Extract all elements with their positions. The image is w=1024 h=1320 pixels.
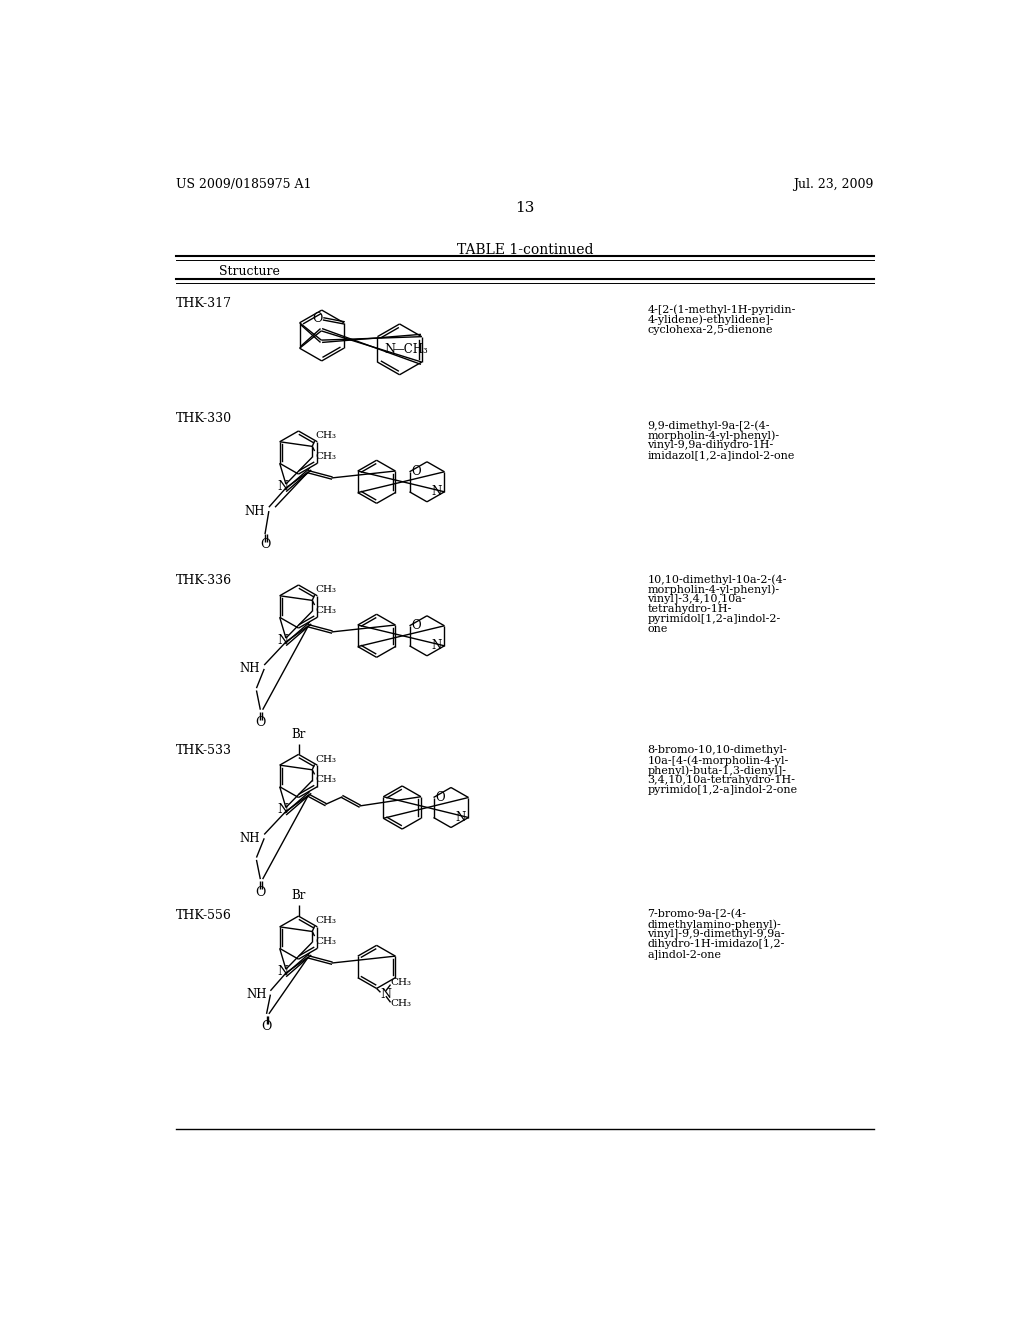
Text: CH₃: CH₃ (390, 978, 412, 987)
Text: 10a-[4-(4-morpholin-4-yl-: 10a-[4-(4-morpholin-4-yl- (647, 755, 788, 766)
Text: N: N (384, 343, 395, 356)
Text: O: O (412, 619, 422, 632)
Text: 10,10-dimethyl-10a-2-(4-: 10,10-dimethyl-10a-2-(4- (647, 574, 786, 585)
Text: N: N (432, 486, 442, 499)
Text: a]indol-2-one: a]indol-2-one (647, 949, 721, 960)
Text: US 2009/0185975 A1: US 2009/0185975 A1 (176, 178, 311, 190)
Text: Structure: Structure (219, 264, 281, 277)
Text: N: N (432, 639, 442, 652)
Text: vinyl]-9,9-dimethyl-9,9a-: vinyl]-9,9-dimethyl-9,9a- (647, 929, 784, 939)
Text: N: N (278, 965, 289, 978)
Text: CH₃: CH₃ (315, 432, 336, 440)
Text: THK-533: THK-533 (176, 743, 232, 756)
Text: vinyl-9,9a-dihydro-1H-: vinyl-9,9a-dihydro-1H- (647, 441, 773, 450)
Text: vinyl]-3,4,10,10a-: vinyl]-3,4,10,10a- (647, 594, 745, 605)
Text: O: O (312, 313, 323, 326)
Text: O: O (255, 717, 265, 730)
Text: cyclohexa-2,5-dienone: cyclohexa-2,5-dienone (647, 325, 773, 335)
Text: CH₃: CH₃ (315, 916, 336, 925)
Text: NH: NH (246, 989, 266, 1001)
Text: Jul. 23, 2009: Jul. 23, 2009 (794, 178, 873, 190)
Text: 3,4,10,10a-tetrahydro-1H-: 3,4,10,10a-tetrahydro-1H- (647, 775, 796, 785)
Text: tetrahydro-1H-: tetrahydro-1H- (647, 605, 731, 614)
Text: NH: NH (240, 832, 260, 845)
Text: CH₃: CH₃ (315, 755, 336, 763)
Text: O: O (412, 465, 422, 478)
Text: 13: 13 (515, 201, 535, 215)
Text: CH₃: CH₃ (315, 585, 336, 594)
Text: O: O (261, 1020, 271, 1034)
Text: phenyl)-buta-1,3-dienyl]-: phenyl)-buta-1,3-dienyl]- (647, 766, 786, 776)
Text: one: one (647, 624, 668, 634)
Text: CH₃: CH₃ (315, 451, 336, 461)
Text: 7-bromo-9a-[2-(4-: 7-bromo-9a-[2-(4- (647, 909, 746, 920)
Text: pyrimidol[1,2-a]indol-2-: pyrimidol[1,2-a]indol-2- (647, 614, 780, 624)
Text: pyrimido[1,2-a]indol-2-one: pyrimido[1,2-a]indol-2-one (647, 785, 798, 795)
Text: NH: NH (240, 663, 260, 676)
Text: THK-330: THK-330 (176, 412, 232, 425)
Text: THK-336: THK-336 (176, 574, 232, 587)
Text: 8-bromo-10,10-dimethyl-: 8-bromo-10,10-dimethyl- (647, 744, 787, 755)
Text: morpholin-4-yl-phenyl)-: morpholin-4-yl-phenyl)- (647, 585, 779, 595)
Text: —CH₃: —CH₃ (393, 343, 429, 356)
Text: CH₃: CH₃ (315, 775, 336, 784)
Text: N: N (278, 480, 289, 492)
Text: O: O (436, 791, 445, 804)
Text: Br: Br (291, 890, 306, 903)
Text: 4-ylidene)-ethylidene]-: 4-ylidene)-ethylidene]- (647, 314, 774, 325)
Text: dimethylamino-phenyl)-: dimethylamino-phenyl)- (647, 919, 781, 929)
Text: CH₃: CH₃ (390, 999, 412, 1008)
Text: 4-[2-(1-methyl-1H-pyridin-: 4-[2-(1-methyl-1H-pyridin- (647, 305, 796, 315)
Text: N: N (278, 634, 289, 647)
Text: NH: NH (245, 504, 265, 517)
Text: dihydro-1H-imidazo[1,2-: dihydro-1H-imidazo[1,2- (647, 940, 784, 949)
Text: N: N (456, 810, 466, 824)
Text: imidazol[1,2-a]indol-2-one: imidazol[1,2-a]indol-2-one (647, 450, 795, 461)
Text: O: O (255, 886, 265, 899)
Text: N: N (381, 989, 391, 1001)
Text: Br: Br (291, 727, 306, 741)
Text: TABLE 1-continued: TABLE 1-continued (457, 243, 593, 257)
Text: CH₃: CH₃ (315, 606, 336, 615)
Text: 9,9-dimethyl-9a-[2-(4-: 9,9-dimethyl-9a-[2-(4- (647, 420, 770, 430)
Text: morpholin-4-yl-phenyl)-: morpholin-4-yl-phenyl)- (647, 430, 779, 441)
Text: CH₃: CH₃ (315, 937, 336, 946)
Text: O: O (260, 539, 270, 552)
Text: THK-317: THK-317 (176, 297, 232, 310)
Text: THK-556: THK-556 (176, 909, 231, 923)
Text: N: N (278, 804, 289, 816)
